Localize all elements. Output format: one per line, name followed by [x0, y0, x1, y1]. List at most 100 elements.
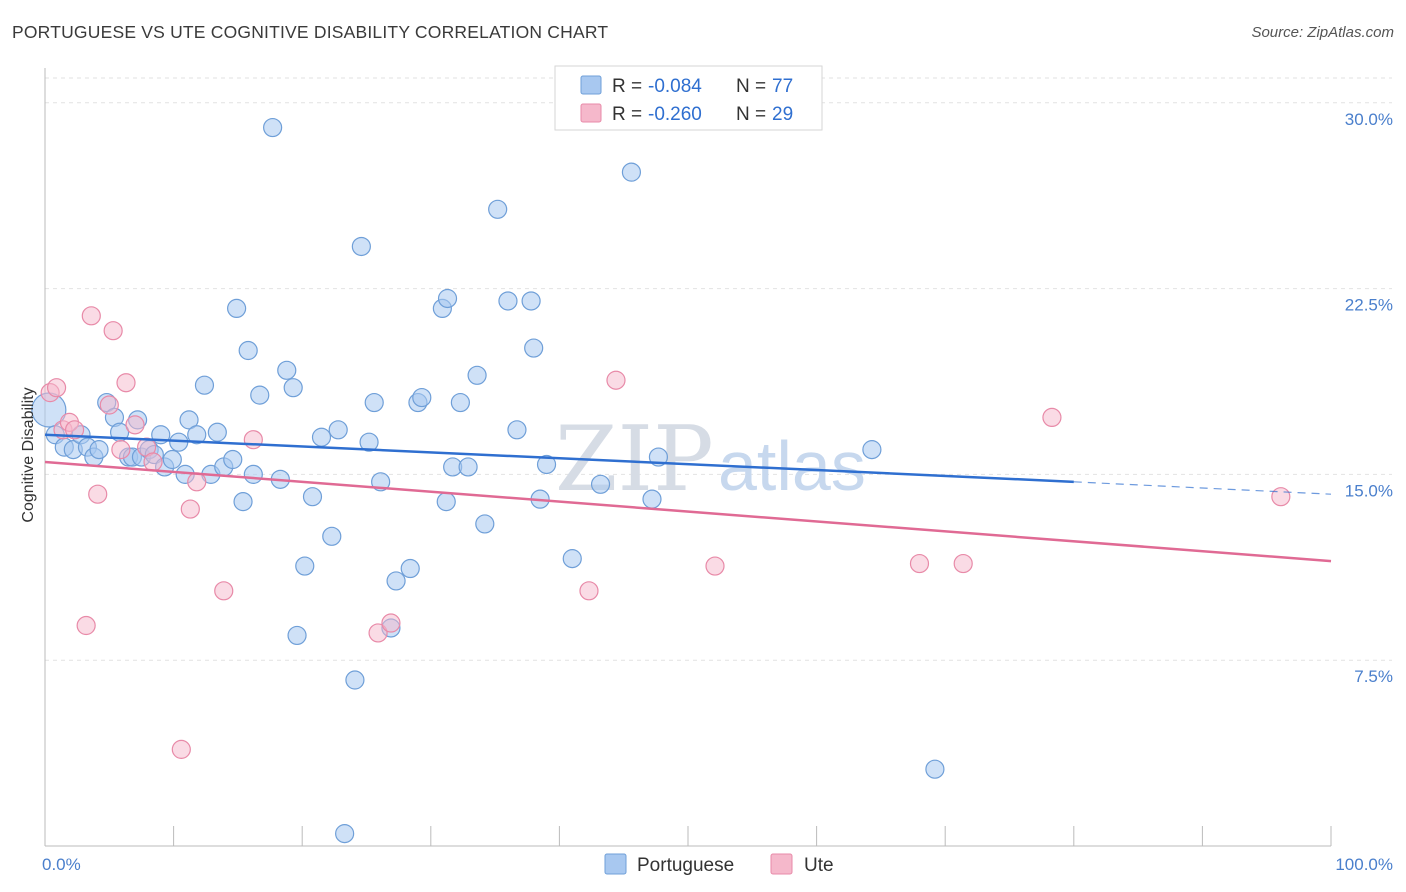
portuguese-trend-line-extension — [1073, 481, 1332, 495]
ute-point — [953, 553, 973, 574]
portuguese-point — [521, 291, 541, 311]
bottom-legend-swatch-ute — [770, 853, 793, 875]
portuguese-point — [194, 375, 215, 395]
portuguese-point — [536, 454, 557, 475]
portuguese-point — [243, 464, 263, 484]
portuguese-point — [621, 162, 642, 182]
x-tick-label: 100.0% — [1335, 855, 1393, 874]
portuguese-point — [263, 117, 283, 138]
portuguese-point — [302, 487, 323, 507]
legend-n-value-1: 77 — [772, 76, 793, 97]
portuguese-point — [359, 432, 379, 452]
ute-point — [180, 499, 200, 519]
watermark: ZIP atlas — [555, 407, 866, 512]
ute-point — [76, 615, 96, 636]
portuguese-point — [467, 365, 487, 385]
portuguese-point — [458, 457, 478, 477]
portuguese-point — [436, 492, 456, 512]
ute-point — [171, 739, 191, 759]
portuguese-point — [562, 549, 582, 569]
y-tick-label: 30.0% — [1345, 110, 1393, 129]
ute-point — [909, 553, 930, 574]
ute-point — [116, 373, 136, 393]
portuguese-point — [351, 236, 371, 257]
ute-point — [214, 581, 234, 601]
ute-point — [125, 415, 145, 435]
portuguese-point — [89, 440, 109, 460]
legend: R = -0.084 N = 77 R = -0.260 N = 29 — [554, 65, 823, 131]
portuguese-point — [335, 824, 355, 844]
ute-point — [705, 556, 725, 576]
portuguese-point — [412, 387, 432, 408]
ute-point — [606, 370, 626, 390]
portuguese-point — [238, 340, 258, 361]
portuguese-point — [498, 291, 518, 311]
portuguese-point — [187, 425, 207, 445]
y-tick-label: 15.0% — [1345, 481, 1393, 500]
trend-lines — [44, 433, 1332, 563]
ute-point — [64, 420, 85, 440]
tick-labels: 7.5% 15.0% 22.5% 30.0% 0.0% 100.0% — [42, 110, 1393, 874]
ute-point — [579, 581, 599, 601]
portuguese-point — [642, 489, 662, 509]
portuguese-point — [400, 558, 420, 579]
bottom-legend-swatch-portuguese — [604, 853, 627, 875]
portuguese-point — [364, 392, 384, 413]
ute-point — [368, 623, 388, 643]
portuguese-point — [295, 556, 315, 576]
portuguese-point — [311, 427, 332, 447]
legend-r-label-2: R = — [612, 104, 642, 125]
legend-n-label-2: N = — [736, 104, 766, 125]
portuguese-point — [179, 410, 199, 430]
portuguese-point — [386, 571, 406, 591]
ute-point — [88, 484, 108, 504]
portuguese-point — [488, 199, 508, 219]
ute-point — [143, 452, 163, 472]
ute-point — [1042, 407, 1062, 428]
portuguese-point — [322, 526, 342, 546]
ute-point — [99, 395, 119, 415]
y-tick-label: 22.5% — [1345, 296, 1393, 315]
portuguese-point — [207, 422, 227, 442]
portuguese-point — [283, 378, 303, 398]
legend-r-label-1: R = — [612, 76, 642, 97]
legend-r-value-1: -0.084 — [648, 76, 702, 97]
ute-point — [81, 306, 101, 326]
ute-trend-line — [44, 460, 1332, 563]
legend-n-label-1: N = — [736, 76, 766, 97]
bottom-legend-portuguese: Portuguese — [637, 855, 734, 876]
portuguese-trend-line — [44, 433, 1074, 484]
y-tick-label: 7.5% — [1354, 667, 1393, 686]
x-tick-label: 0.0% — [42, 855, 81, 874]
axes — [44, 68, 1332, 847]
bottom-legend: Portuguese Ute — [604, 853, 834, 876]
portuguese-point — [227, 298, 247, 318]
legend-swatch-portuguese — [580, 75, 602, 95]
chart-title: PORTUGUESE VS UTE COGNITIVE DISABILITY C… — [12, 22, 609, 42]
ute-point — [1271, 487, 1291, 507]
portuguese-point — [524, 338, 544, 358]
legend-r-value-2: -0.260 — [648, 104, 702, 125]
data-points — [31, 117, 1291, 844]
legend-swatch-ute — [580, 103, 602, 123]
y-axis-title: Cognitive Disability — [20, 387, 37, 522]
portuguese-point — [345, 670, 365, 690]
portuguese-point — [223, 449, 243, 470]
ute-point — [103, 321, 123, 341]
portuguese-point — [233, 492, 253, 512]
portuguese-point — [450, 392, 470, 413]
portuguese-point — [925, 759, 945, 779]
portuguese-point — [250, 385, 270, 405]
portuguese-point — [162, 449, 182, 470]
legend-n-value-2: 29 — [772, 104, 793, 125]
portuguese-point — [277, 360, 297, 380]
portuguese-point — [507, 420, 527, 440]
portuguese-point — [287, 625, 307, 646]
ute-point — [111, 440, 131, 460]
ute-point — [187, 472, 207, 492]
portuguese-point — [590, 474, 611, 494]
portuguese-point — [475, 514, 495, 534]
ute-point — [381, 613, 401, 633]
ute-point — [46, 378, 67, 398]
